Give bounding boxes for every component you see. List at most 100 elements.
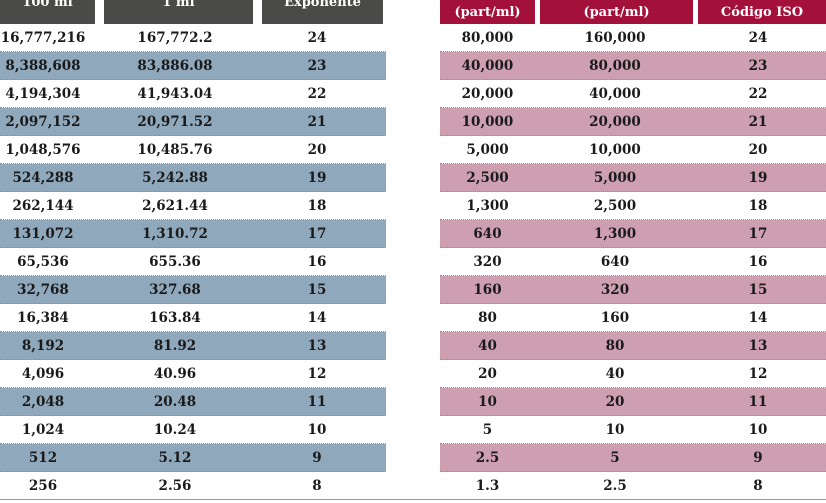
table-cell: 11 [748, 394, 768, 410]
table-cell: 5 [482, 422, 493, 438]
table-row: 32,768 327.68 15 [0, 276, 386, 304]
table-cell: 4,194,304 [5, 86, 81, 102]
table-cell: 512 [28, 450, 58, 466]
table-cell: 40,000 [461, 58, 514, 74]
table-cell: 23 [307, 58, 327, 74]
header-part-ml-max: (part/ml) [540, 0, 693, 24]
table-cell: 17 [307, 226, 327, 242]
table-cell: 2,500 [466, 170, 509, 186]
table-cell: 11 [307, 394, 327, 410]
table-cell: 80 [478, 310, 497, 326]
table-cell: 20,971.52 [137, 114, 213, 130]
iso-code-table: (part/ml) (part/ml) Código ISO 80,000 160… [440, 0, 826, 500]
table-body: 80,000 160,000 24 40,000 80,000 23 20,000 40,00… [440, 24, 826, 500]
header-codigo-iso: Código ISO [698, 0, 826, 24]
table-cell: 9 [312, 450, 322, 466]
table-cell: 16,777,216 [0, 30, 86, 46]
table-row: 2.5 5 9 [440, 444, 826, 472]
table-row: 1,300 2,500 18 [440, 192, 826, 220]
table-cell: 20,000 [589, 114, 641, 130]
table-row: 20,000 40,000 22 [440, 80, 826, 108]
table-cell: 80,000 [461, 30, 514, 46]
table-cell: 2,621.44 [142, 198, 208, 214]
table-cell: 640 [600, 254, 630, 270]
table-body: 16,777,216 167,772.2 24 8,388,608 83,886.08 2… [0, 24, 386, 500]
table-cell: 8 [753, 478, 763, 494]
table-cell: 167,772.2 [137, 30, 213, 46]
table-row: 1.3 2.5 8 [440, 472, 826, 500]
table-cell: 32,768 [17, 282, 69, 298]
table-cell: 19 [307, 170, 327, 186]
table-cell: 24 [307, 30, 327, 46]
table-row: 2,500 5,000 19 [440, 164, 826, 192]
table-row: 80,000 160,000 24 [440, 24, 826, 52]
table-row: 5,000 10,000 20 [440, 136, 826, 164]
table-cell: 524,288 [12, 170, 74, 186]
table-cell: 5,000 [466, 142, 509, 158]
table-cell: 4,096 [21, 366, 65, 382]
table-cell: 41,943.04 [137, 86, 213, 102]
table-cell: 327.68 [149, 282, 201, 298]
table-cell: 131,072 [12, 226, 74, 242]
table-row: 160 320 15 [440, 276, 826, 304]
table-row: 2,097,152 20,971.52 21 [0, 108, 386, 136]
table-cell: 2,097,152 [5, 114, 81, 130]
table-cell: 160,000 [584, 30, 646, 46]
table-cell: 640 [473, 226, 502, 242]
table-cell: 1.3 [475, 478, 500, 494]
table-header: 100 ml 1 ml Exponente [0, 0, 386, 24]
table-cell: 5.12 [158, 450, 192, 466]
table-cell: 5 [610, 450, 620, 466]
table-cell: 2.56 [158, 478, 192, 494]
header-text: (part/ml) [454, 5, 521, 20]
table-cell: 18 [307, 198, 327, 214]
table-row: 65,536 655.36 16 [0, 248, 386, 276]
header-text: Código ISO [720, 5, 804, 20]
table-row: 4,194,304 41,943.04 22 [0, 80, 386, 108]
table-row: 131,072 1,310.72 17 [0, 220, 386, 248]
table-cell: 2,048 [21, 394, 65, 410]
table-row: 1,048,576 10,485.76 20 [0, 136, 386, 164]
table-cell: 20 [748, 142, 768, 158]
table-row: 20 40 12 [440, 360, 826, 388]
table-cell: 320 [600, 282, 630, 298]
table-row: 1,024 10.24 10 [0, 416, 386, 444]
header-100ml: 100 ml [0, 0, 95, 24]
table-cell: 1,048,576 [5, 142, 81, 158]
table-cell: 160 [600, 310, 630, 326]
table-row: 16,384 163.84 14 [0, 304, 386, 332]
table-row: 40 80 13 [440, 332, 826, 360]
table-row: 10 20 11 [440, 388, 826, 416]
table-cell: 20,000 [461, 86, 514, 102]
table-cell: 160 [473, 282, 502, 298]
table-cell: 40,000 [589, 86, 641, 102]
table-cell: 40 [478, 338, 497, 354]
header-1ml: 1 ml [104, 0, 253, 24]
table-cell: 1,300 [466, 198, 509, 214]
table-row: 5 10 10 [440, 416, 826, 444]
divider [0, 499, 826, 500]
table-cell: 14 [307, 310, 327, 326]
table-cell: 10 [307, 422, 327, 438]
table-row: 512 5.12 9 [0, 444, 386, 472]
header-exponente: Exponente [262, 0, 383, 24]
table-cell: 16 [307, 254, 327, 270]
table-row: 524,288 5,242.88 19 [0, 164, 386, 192]
table-cell: 13 [307, 338, 327, 354]
table-cell: 10 [478, 394, 497, 410]
header-text: (part/ml) [583, 5, 650, 20]
table-cell: 2,500 [593, 198, 637, 214]
table-cell: 83,886.08 [137, 58, 213, 74]
table-cell: 10.24 [153, 422, 197, 438]
table-cell: 12 [748, 366, 768, 382]
table-cell: 14 [748, 310, 768, 326]
table-cell: 17 [748, 226, 768, 242]
table-cell: 16 [748, 254, 768, 270]
table-cell: 9 [753, 450, 763, 466]
table-cell: 1,310.72 [142, 226, 208, 242]
table-cell: 5,242.88 [142, 170, 208, 186]
table-header: (part/ml) (part/ml) Código ISO [440, 0, 826, 24]
table-cell: 320 [473, 254, 502, 270]
table-cell: 80 [605, 338, 625, 354]
table-cell: 10,000 [461, 114, 514, 130]
